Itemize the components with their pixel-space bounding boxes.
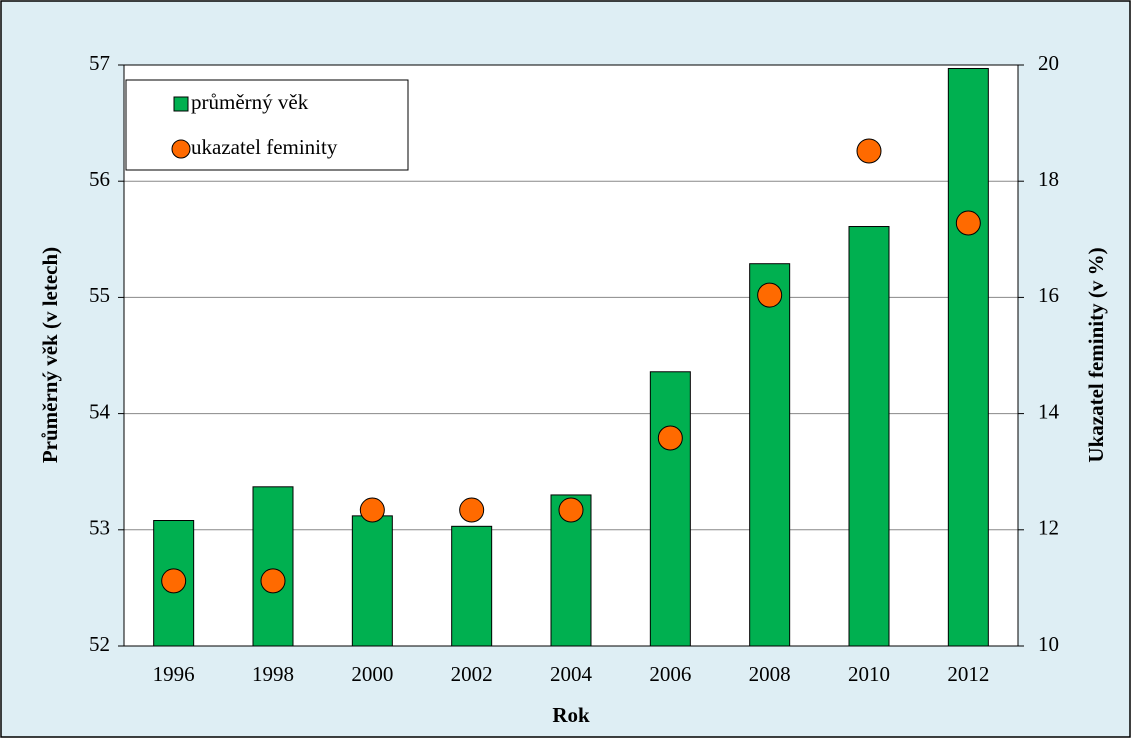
dot	[757, 282, 783, 308]
y-tick-label: 52	[89, 632, 110, 656]
y2-tick-label: 18	[1038, 167, 1059, 191]
dot	[955, 210, 981, 236]
y-tick-label: 57	[89, 51, 110, 75]
y2-tick-label: 10	[1038, 632, 1059, 656]
y-tick-label: 56	[89, 167, 110, 191]
legend-label: průměrný věk	[191, 90, 309, 114]
dot	[359, 497, 385, 523]
y2-tick-label: 14	[1038, 399, 1060, 423]
dot	[856, 138, 882, 164]
x-tick-label: 1998	[252, 662, 294, 686]
legend-swatch	[173, 96, 189, 112]
bar	[749, 263, 791, 647]
dot	[260, 568, 286, 594]
legend-box	[125, 79, 409, 171]
bar	[947, 67, 989, 647]
legend-label: ukazatel feminity	[191, 135, 338, 159]
x-tick-label: 2004	[550, 662, 593, 686]
x-tick-label: 2010	[848, 662, 890, 686]
y2-tick-label: 20	[1038, 51, 1059, 75]
y2-tick-label: 12	[1038, 516, 1059, 540]
legend-swatch	[171, 139, 191, 159]
x-tick-label: 2006	[649, 662, 691, 686]
y-axis-label: Průměrný věk (v letech)	[38, 247, 62, 463]
y2-axis-label: Ukazatel feminity (v %)	[1084, 247, 1108, 462]
bar	[649, 371, 691, 647]
dot	[459, 497, 485, 523]
bar	[252, 486, 294, 647]
plot-border	[123, 64, 1019, 647]
y-tick-label: 54	[89, 399, 111, 423]
x-axis-label: Rok	[552, 703, 590, 727]
dot	[657, 425, 683, 451]
bar	[848, 226, 890, 647]
x-tick-label: 2002	[451, 662, 493, 686]
y-tick-label: 53	[89, 516, 110, 540]
y-tick-label: 55	[89, 283, 110, 307]
x-tick-label: 2012	[947, 662, 989, 686]
y2-tick-label: 16	[1038, 283, 1059, 307]
bar	[451, 525, 493, 647]
bar	[351, 515, 393, 647]
dot	[161, 568, 187, 594]
x-tick-label: 1996	[153, 662, 195, 686]
x-tick-label: 2008	[749, 662, 791, 686]
dot	[558, 497, 584, 523]
x-tick-label: 2000	[351, 662, 393, 686]
